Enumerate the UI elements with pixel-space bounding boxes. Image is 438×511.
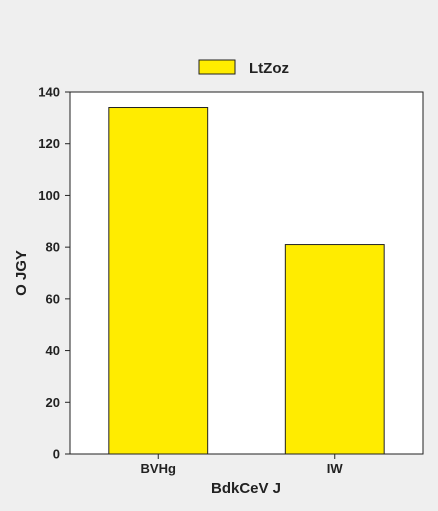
legend: LtZoz [198, 59, 289, 77]
y-tick-label: 140 [38, 85, 60, 100]
legend-swatch [198, 59, 236, 75]
bar-iw [284, 244, 385, 455]
x-tick-label: BVHg [141, 461, 176, 476]
x-axis-title: BdkCeV J [211, 480, 281, 497]
y-tick-label: 40 [46, 343, 60, 358]
x-tick-label: IW [327, 461, 344, 476]
y-tick-label: 80 [46, 240, 60, 255]
legend-label: LtZoz [249, 60, 289, 77]
y-axis-title: O JGY [13, 250, 30, 296]
y-tick-label: 120 [38, 136, 60, 151]
x-axis: BVHg IW [141, 454, 344, 476]
y-axis: 0 20 40 60 80 100 120 140 [38, 85, 70, 462]
bar-series [69, 91, 424, 455]
y-tick-label: 0 [53, 447, 60, 462]
y-tick-label: 100 [38, 188, 60, 203]
bar-bvhg [108, 107, 209, 455]
y-tick-label: 20 [46, 395, 60, 410]
y-tick-label: 60 [46, 291, 60, 306]
plot-frame [69, 91, 424, 455]
